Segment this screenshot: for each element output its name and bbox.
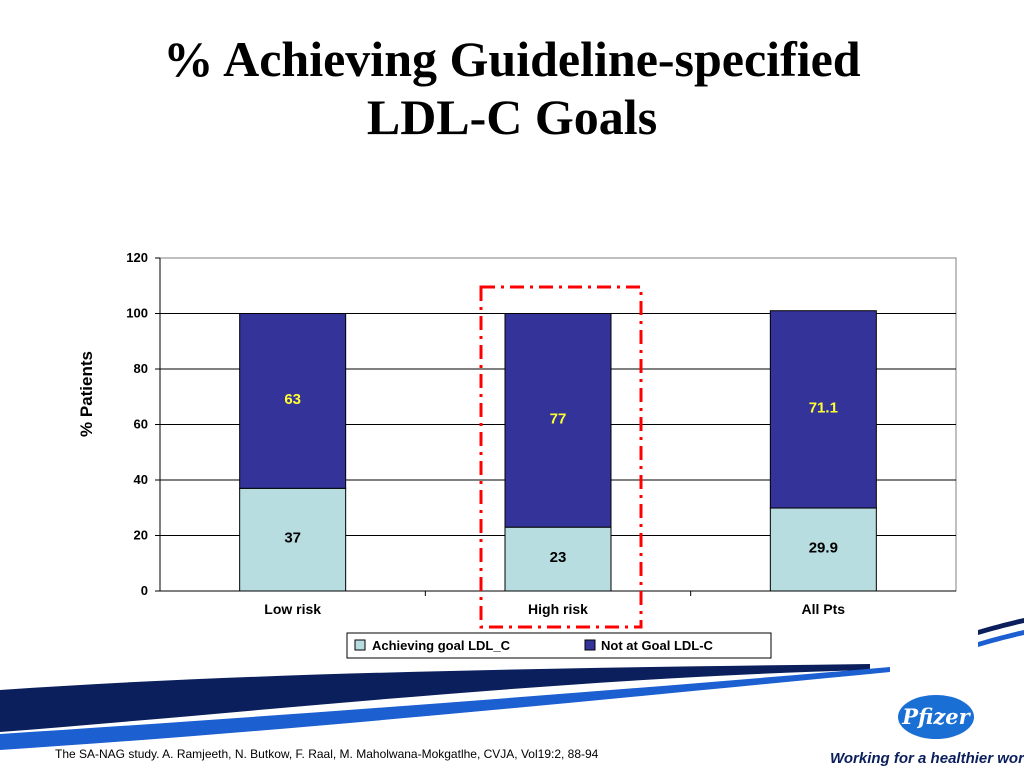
data-labels: 37 63 23 77 29.9 71.1: [284, 391, 838, 566]
data-label: 77: [550, 410, 567, 427]
stacked-bar-chart: 0 20 40 60 80 100 120 37 63 23 77 29.9 71.1 Low ris…: [77, 250, 957, 659]
logo-pill-shape: [898, 695, 974, 739]
pfizer-logo: Pfizer: [896, 693, 976, 741]
bar-segment-not-at-goal: [239, 313, 347, 489]
slide-title: % Achieving Guideline-specified LDL-C Go…: [0, 30, 1024, 146]
bar-segment-achieving: [504, 526, 612, 592]
title-line-2: LDL-C Goals: [366, 89, 658, 145]
y-tick-label: 60: [134, 417, 148, 432]
y-tick-label: 100: [126, 306, 148, 321]
data-label: 71.1: [809, 399, 838, 416]
bar-segment-not-at-goal: [769, 310, 877, 509]
data-label: 63: [284, 391, 301, 408]
title-line-1: % Achieving Guideline-specified: [163, 31, 861, 87]
y-axis-ticks: 0 20 40 60 80 100 120: [126, 250, 160, 598]
legend: Achieving goal LDL_C Not at Goal LDL-C: [346, 632, 772, 659]
y-tick-label: 40: [134, 472, 148, 487]
logo-text: Pfizer: [902, 704, 970, 729]
bars: [239, 310, 877, 592]
data-label: 37: [284, 530, 301, 547]
bar-segment-not-at-goal: [504, 313, 612, 528]
x-category-label: All Pts: [802, 601, 846, 617]
high-risk-highlight-box: [479, 285, 643, 629]
tagline: Working for a healthier world: [830, 750, 1024, 767]
y-axis-label: % Patients: [77, 351, 96, 437]
data-label: 23: [550, 549, 567, 566]
y-tick-label: 120: [126, 250, 148, 265]
legend-swatch-not-at-goal: [584, 639, 596, 651]
y-tick-label: 20: [134, 528, 148, 543]
y-tick-label: 80: [134, 361, 148, 376]
legend-frame: [346, 632, 772, 659]
x-category-label: Low risk: [264, 601, 321, 617]
x-axis-categories: Low risk High risk All Pts: [264, 591, 845, 617]
swoosh-right-stripe-2: [978, 630, 1024, 647]
legend-label-achieving: Achieving goal LDL_C: [372, 638, 511, 653]
bar-segment-achieving: [769, 507, 877, 592]
y-tick-label: 0: [141, 583, 148, 598]
legend-swatch-achieving: [354, 639, 366, 651]
x-category-label: High risk: [528, 601, 588, 617]
legend-label-not-at-goal: Not at Goal LDL-C: [601, 638, 714, 653]
swoosh-blue-band: [0, 667, 890, 750]
swoosh-dark-band: [0, 664, 870, 732]
swoosh-right-stripe: [978, 618, 1024, 635]
citation: The SA-NAG study. A. Ramjeeth, N. Butkow…: [55, 747, 599, 761]
data-label: 29.9: [809, 540, 838, 557]
